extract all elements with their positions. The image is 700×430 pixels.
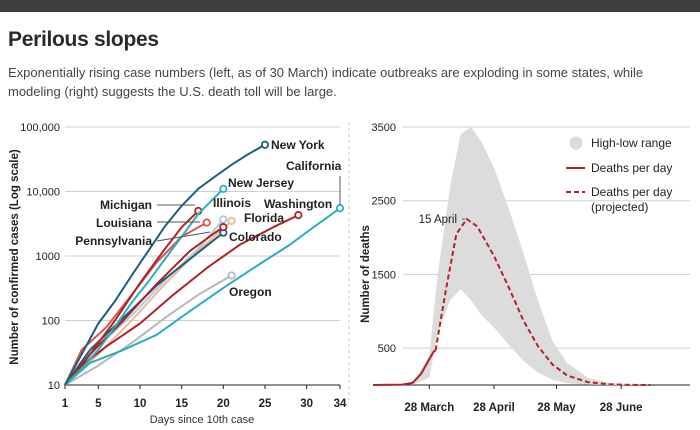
- deaths-y-tick-label: 1500: [372, 269, 396, 281]
- deaths-y-tick-label: 2500: [372, 196, 396, 208]
- deaths-y-tick-label: 3500: [372, 122, 396, 134]
- series-endpoint-new-jersey: [219, 184, 228, 193]
- page-subtitle: Exponentially rising case numbers (left,…: [8, 65, 644, 99]
- series-label-colorado: Colorado: [229, 230, 282, 244]
- series-line-florida: [64, 220, 233, 386]
- cases-x-tick-label: 5: [95, 398, 102, 410]
- cases-series: [64, 140, 345, 386]
- series-label-illinois: Illinois: [213, 196, 251, 210]
- cases-y-tick-label: 10: [48, 380, 60, 392]
- cases-x-tick-label: 34: [334, 398, 347, 410]
- deaths-x-tick-label: 28 June: [600, 402, 643, 414]
- series-endpoint-washington: [294, 211, 303, 220]
- legend-label-range: High-low range: [591, 136, 672, 150]
- series-line-new-jersey: [64, 188, 225, 386]
- series-endpoint-illinois: [219, 215, 228, 224]
- deaths-x-tick-label: 28 March: [404, 402, 454, 414]
- series-line-california: [64, 207, 341, 386]
- deaths-projected-line: [434, 217, 651, 386]
- deaths-lines: [372, 217, 651, 386]
- high-low-range-area: [373, 127, 690, 385]
- legend-swatch-range: [569, 136, 583, 150]
- cases-y-tick-label: 10,000: [26, 187, 60, 199]
- cases-gridlines: [65, 126, 340, 386]
- series-label-new-york: New York: [271, 138, 325, 152]
- cases-x-tick-label: 20: [217, 398, 230, 410]
- series-endpoint-pennsylvania: [219, 223, 228, 232]
- cases-x-tick-label: 25: [259, 398, 272, 410]
- legend-label-deaths: Deaths per day: [591, 161, 672, 175]
- cases-y-axis-label: Number of confirmed cases (Log scale): [9, 149, 21, 365]
- series-endpoint-california: [335, 204, 345, 213]
- cases-y-ticks: 10 100 1000 10,000 100,000: [20, 122, 60, 392]
- peak-annotation: 15 April: [419, 214, 465, 226]
- series-label-pennsylvania: Pennsylvania: [75, 234, 152, 248]
- deaths-y-ticks: 3500 2500 1500 500: [372, 122, 396, 355]
- page-title: Perilous slopes: [8, 28, 159, 51]
- cases-x-tick-label: 1: [62, 398, 69, 410]
- deaths-legend: High-low range Deaths per day Deaths per d…: [566, 136, 672, 214]
- annotation-label: 15 April: [419, 214, 457, 226]
- series-label-michigan: Michigan: [100, 198, 152, 212]
- deaths-per-day-line: [372, 349, 437, 386]
- cases-x-tick-label: 10: [134, 398, 147, 410]
- series-endpoint-new-york: [260, 140, 270, 149]
- cases-x-tick-label: 15: [175, 398, 188, 410]
- deaths-x-tick-label: 28 May: [537, 402, 576, 414]
- series-endpoint-louisiana: [202, 218, 211, 227]
- series-endpoint-florida: [227, 216, 236, 226]
- deaths-x-tick-label: 28 April: [473, 402, 515, 414]
- deaths-y-axis-label: Number of deaths: [360, 225, 372, 323]
- cases-y-tick-label: 100,000: [20, 122, 60, 134]
- series-label-new-jersey: New Jersey: [228, 176, 294, 190]
- deaths-x-ticks: 28 March 28 April 28 May 28 June: [404, 385, 643, 414]
- series-line-new-york: [64, 143, 266, 386]
- series-label-oregon: Oregon: [229, 285, 272, 299]
- series-endpoint-oregon: [227, 271, 236, 280]
- series-label-washington: Washington: [264, 197, 332, 211]
- cases-y-tick-label: 1000: [36, 251, 60, 263]
- cases-y-tick-label: 100: [42, 316, 60, 328]
- legend-label-projected: Deaths per day (projected): [591, 185, 672, 214]
- series-label-louisiana: Louisiana: [96, 216, 152, 230]
- cases-x-ticks: 1 5 10 15 20 25 30 34: [62, 385, 347, 410]
- series-label-florida: Florida: [244, 211, 284, 225]
- leader-pennsylvania: [156, 231, 211, 242]
- deaths-range-area: [373, 127, 690, 385]
- series-line-michigan: [64, 210, 200, 386]
- series-line-oregon: [64, 274, 233, 386]
- cases-x-axis-label: Days since 10th case: [150, 414, 255, 426]
- cases-series-labels: New York New Jersey California Washington Mi…: [75, 138, 341, 299]
- deaths-y-tick-label: 500: [378, 343, 396, 355]
- top-bar: [0, 0, 700, 12]
- series-label-california: California: [286, 159, 342, 173]
- cases-x-tick-label: 30: [300, 398, 313, 410]
